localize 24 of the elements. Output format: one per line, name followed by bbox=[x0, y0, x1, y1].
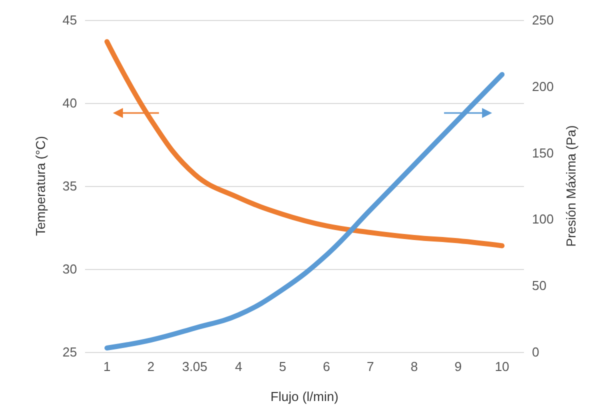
y-tick-label: 35 bbox=[62, 178, 77, 194]
x-tick-label: 7 bbox=[366, 359, 374, 374]
y2-tick-label: 150 bbox=[532, 145, 554, 160]
y2-tick-label: 50 bbox=[532, 278, 546, 294]
x-tick-label: 8 bbox=[410, 359, 418, 374]
x-tick-label: 5 bbox=[278, 359, 286, 374]
y-tick-label: 25 bbox=[62, 344, 77, 360]
y-tick-label: 30 bbox=[62, 262, 77, 276]
x-tick-label: 4 bbox=[235, 359, 242, 374]
x-tick-label: 10 bbox=[494, 359, 510, 374]
y2-tick-label: 0 bbox=[532, 344, 540, 360]
x-tick-label: 1 bbox=[103, 359, 111, 374]
y-tick-label: 45 bbox=[62, 12, 77, 28]
y2-tick-label: 100 bbox=[532, 212, 554, 227]
y-tick-label: 40 bbox=[62, 96, 77, 110]
x-tick-label: 3.05 bbox=[182, 359, 208, 374]
x-tick-label: 6 bbox=[322, 359, 330, 374]
x-tick-label: 9 bbox=[454, 359, 462, 374]
x-tick-label: 2 bbox=[147, 359, 154, 374]
y2-tick-label: 200 bbox=[532, 78, 554, 94]
y2-axis-title: Presión Máxima (Pa) bbox=[564, 125, 579, 247]
y-axis-title: Temperatura (°C) bbox=[33, 136, 48, 236]
y2-tick-label: 250 bbox=[532, 12, 554, 28]
x-axis-title: Flujo (l/min) bbox=[270, 389, 338, 404]
